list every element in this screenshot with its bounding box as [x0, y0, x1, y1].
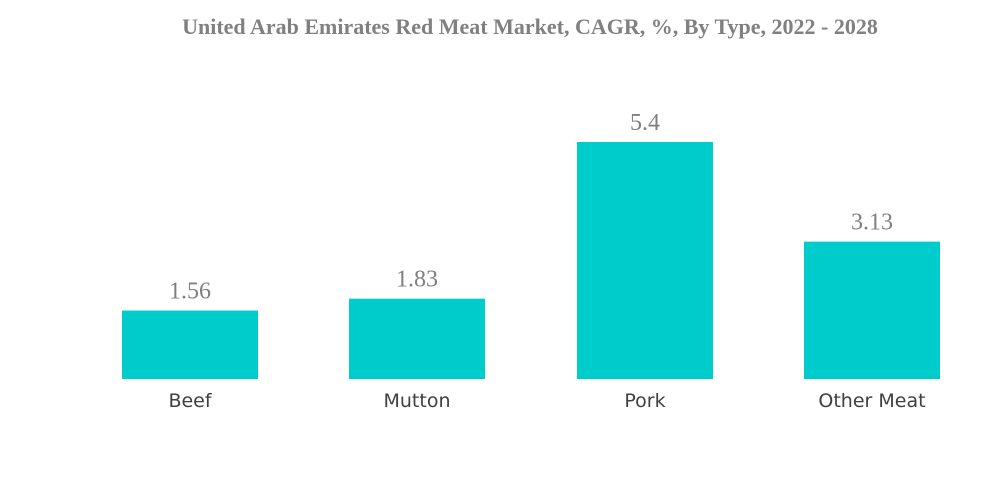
bar-beef: [122, 310, 258, 379]
value-label: 1.56: [169, 279, 211, 305]
category-label: Mutton: [383, 390, 450, 412]
chart-title: United Arab Emirates Red Meat Market, CA…: [182, 14, 878, 39]
bars-group: [122, 142, 940, 379]
value-label: 1.83: [396, 267, 438, 293]
category-labels-group: Beef Mutton Pork Other Meat: [168, 390, 925, 412]
bar-pork: [577, 142, 713, 379]
value-label: 3.13: [851, 210, 893, 236]
category-label: Pork: [624, 390, 665, 412]
bar-mutton: [349, 298, 485, 379]
value-label: 5.4: [630, 110, 660, 136]
value-labels-group: 1.56 1.83 5.4 3.13: [169, 110, 893, 305]
category-label: Other Meat: [818, 390, 925, 412]
category-label: Beef: [168, 390, 212, 412]
bar-other-meat: [804, 241, 940, 379]
